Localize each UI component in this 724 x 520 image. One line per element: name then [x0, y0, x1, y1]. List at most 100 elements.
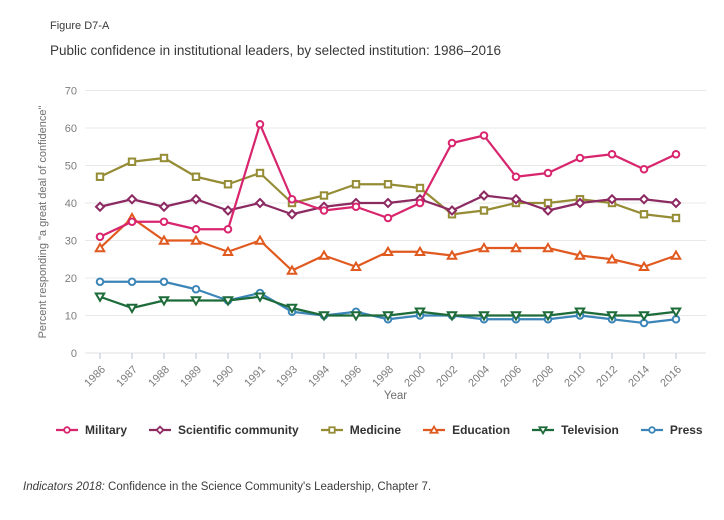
point-marker — [575, 153, 585, 163]
point-marker — [510, 193, 522, 205]
point-marker — [254, 292, 266, 303]
x-tick-label: 1998 — [370, 364, 396, 390]
point-marker — [415, 198, 425, 208]
point-marker — [328, 426, 336, 434]
point-marker — [479, 206, 489, 215]
x-axis: 1986 1987 1988 1989 1990 1991 1993 1994 1996 1998… — [82, 353, 684, 402]
point-marker — [511, 172, 521, 182]
point-marker — [542, 242, 554, 253]
point-marker — [351, 202, 361, 212]
point-marker — [126, 193, 138, 205]
point-marker — [191, 224, 201, 234]
x-tick-label: 1988 — [146, 364, 172, 390]
point-marker — [542, 311, 554, 322]
point-marker — [127, 277, 137, 287]
point-marker — [414, 245, 426, 256]
point-marker — [606, 311, 618, 322]
point-marker — [191, 284, 201, 294]
point-marker — [510, 242, 522, 253]
point-marker — [415, 183, 425, 193]
x-tick-label: 1987 — [114, 364, 140, 390]
point-marker — [190, 296, 202, 307]
figure-label: Figure D7-A — [50, 20, 110, 32]
point-marker — [382, 311, 394, 322]
point-marker — [95, 277, 105, 287]
point-marker — [478, 242, 490, 253]
point-marker — [446, 205, 458, 216]
point-marker — [318, 311, 330, 322]
point-marker — [286, 208, 298, 220]
point-marker — [190, 193, 202, 205]
point-marker — [428, 424, 440, 434]
point-marker — [286, 303, 298, 314]
x-tick-label: 1993 — [274, 364, 300, 390]
point-marker — [222, 245, 234, 256]
y-axis: 0 10 20 30 40 50 60 70 Percent responding "a gre… — [37, 86, 77, 361]
point-marker — [638, 260, 650, 271]
x-tick-label: 2004 — [466, 364, 492, 390]
legend-marker-medicine — [320, 426, 343, 434]
point-marker — [155, 425, 165, 435]
point-marker — [63, 426, 71, 434]
point-marker — [223, 224, 233, 234]
x-tick-label: 1990 — [210, 364, 236, 390]
point-marker — [319, 206, 329, 215]
point-marker — [606, 253, 618, 264]
x-tick-label: 1996 — [338, 364, 364, 390]
point-marker — [94, 201, 106, 213]
series-military — [95, 119, 681, 242]
point-marker — [414, 307, 426, 318]
legend-item-military: Military — [55, 423, 127, 437]
point-marker — [670, 197, 682, 209]
gridlines — [85, 90, 706, 354]
legend-item-medicine: Medicine — [320, 423, 401, 437]
point-marker — [670, 307, 682, 318]
point-marker — [191, 172, 201, 181]
point-marker — [543, 168, 553, 178]
x-tick-label: 1986 — [82, 364, 108, 390]
point-marker — [542, 205, 554, 216]
x-tick-label: 2014 — [626, 364, 652, 390]
point-marker — [447, 138, 457, 148]
point-marker — [446, 249, 458, 260]
point-marker — [255, 119, 265, 129]
point-marker — [648, 426, 656, 434]
source-note: Indicators 2018: Confidence in the Scien… — [23, 481, 431, 493]
x-tick-label: 2002 — [434, 364, 460, 390]
point-marker — [606, 193, 618, 205]
series-television — [94, 292, 682, 322]
point-marker — [574, 307, 586, 318]
source-note-text: Confidence in the Science Community's Le… — [104, 481, 432, 493]
x-tick-label: 2000 — [402, 364, 428, 390]
legend-item-scientific-community: Scientific community — [148, 423, 299, 437]
point-marker — [670, 249, 682, 260]
point-marker — [159, 153, 169, 163]
point-marker — [126, 303, 138, 314]
point-marker — [159, 277, 169, 287]
legend-marker-military — [56, 426, 78, 434]
point-marker — [382, 197, 394, 209]
point-marker — [254, 197, 266, 209]
point-marker — [318, 249, 330, 260]
x-tick-label: 2010 — [562, 364, 588, 390]
legend-label-press: Press — [669, 423, 703, 437]
legend-label-television: Television — [561, 423, 619, 437]
point-marker — [350, 311, 362, 322]
y-tick-label: 10 — [65, 311, 77, 323]
point-marker — [319, 191, 329, 200]
point-marker — [158, 201, 170, 213]
point-marker — [158, 296, 170, 307]
source-note-italic: Indicators 2018: — [23, 481, 105, 493]
legend-item-press: Press — [640, 423, 703, 437]
series-medicine — [95, 153, 681, 223]
point-marker — [671, 213, 681, 223]
point-marker — [94, 242, 106, 253]
point-marker — [639, 210, 649, 219]
legend-marker-scientific-community — [149, 425, 172, 435]
x-tick-label: 1989 — [178, 364, 204, 390]
point-marker — [127, 157, 137, 166]
point-marker — [671, 149, 681, 159]
series-education — [94, 212, 682, 275]
point-marker — [190, 234, 202, 245]
